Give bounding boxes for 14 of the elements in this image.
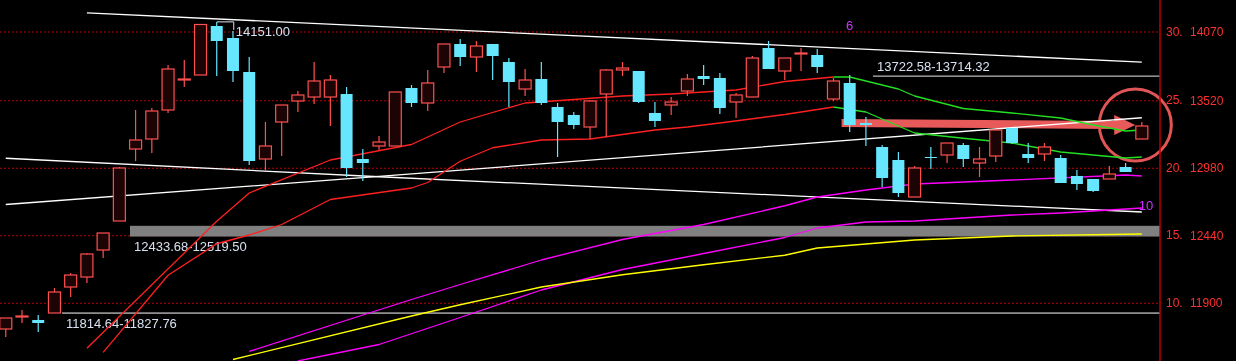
band-label: 13722.58-13714.32 [877,59,990,75]
y2-tick-label: 10. [1166,296,1183,311]
y2-tick-label: 20. [1166,160,1183,175]
y-tick-label: 12980 [1190,161,1224,176]
y2-tick-label: 30. [1166,25,1183,39]
y-tick-label: 13520 [1190,93,1224,108]
y-tick-label: 12440 [1190,228,1224,243]
y2-tick-label: 25. [1166,92,1183,107]
y-tick-label: 11900 [1190,296,1223,311]
annotation: 6 [846,18,854,33]
y2-tick-label: 15. [1166,228,1183,243]
annotation: 10 [1138,198,1154,213]
annotation: 14151.00 [235,23,290,39]
y-tick-label: 14070 [1190,25,1224,39]
